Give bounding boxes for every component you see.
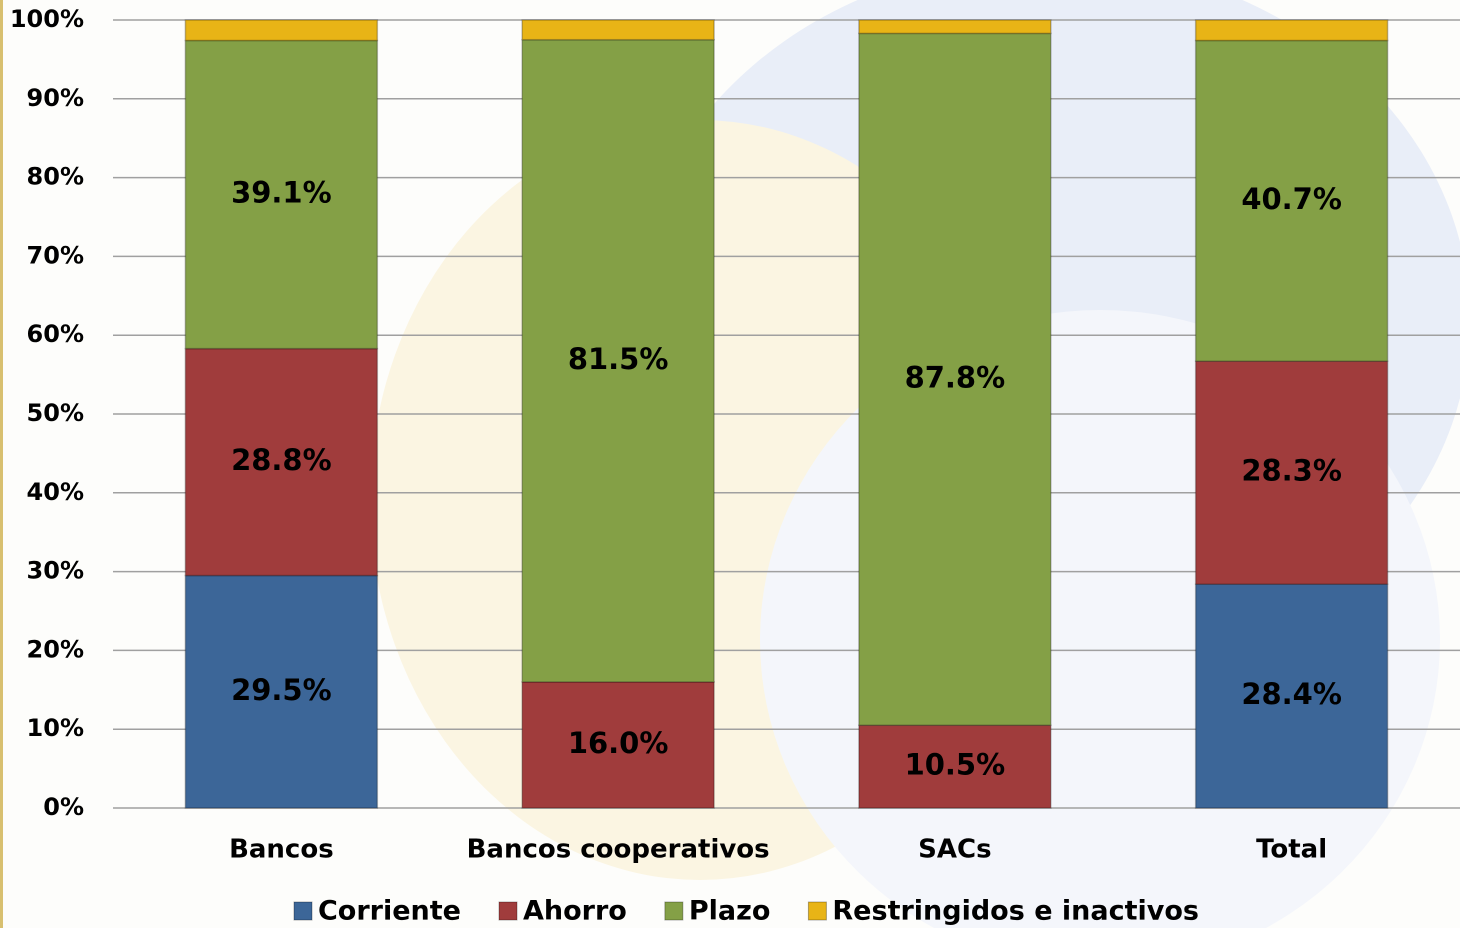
bar-segment [184, 39, 379, 350]
legend-swatch [498, 901, 518, 921]
legend-swatch [664, 901, 684, 921]
data-label: 40.7% [1241, 182, 1342, 216]
legend-swatch [807, 901, 827, 921]
legend-swatch [293, 901, 313, 921]
bar-segment [858, 32, 1052, 727]
bar-segment [521, 19, 715, 41]
data-label: 81.5% [568, 342, 669, 376]
data-label: 16.0% [568, 726, 669, 760]
data-label: 28.8% [231, 443, 332, 477]
y-tick-label: 0% [43, 793, 84, 821]
y-tick-label: 10% [27, 714, 84, 742]
data-label: 10.5% [905, 748, 1006, 782]
y-tick-label: 30% [27, 557, 84, 585]
bar-segment [521, 38, 715, 683]
x-tick-label: Bancos [229, 835, 334, 865]
legend-label: Ahorro [523, 896, 627, 927]
bar-segment [521, 681, 715, 809]
legend-label: Plazo [689, 896, 771, 927]
bar-segment [184, 19, 379, 42]
y-tick-label: 70% [27, 241, 84, 269]
bar-segment [1194, 583, 1389, 809]
x-tick-label: Total [1256, 835, 1327, 865]
y-tick-label: 80% [27, 163, 84, 191]
y-tick-label: 90% [27, 84, 84, 112]
legend-label: Restringidos e inactivos [832, 896, 1199, 927]
bar-segment [1194, 19, 1389, 42]
data-label: 39.1% [231, 176, 332, 210]
data-label: 87.8% [905, 360, 1006, 394]
x-tick-label: Bancos cooperativos [467, 835, 770, 865]
data-label: 28.3% [1241, 454, 1342, 488]
bar-segment [858, 19, 1052, 35]
bar-segment [184, 347, 379, 577]
y-tick-label: 40% [27, 478, 84, 506]
bar-segment [1194, 360, 1389, 585]
y-tick-label: 20% [27, 635, 84, 663]
bar-segment [858, 724, 1052, 809]
data-label: 29.5% [231, 673, 332, 707]
left-border [0, 0, 3, 928]
y-tick-label: 100% [10, 5, 84, 33]
x-tick-label: SACs [918, 835, 991, 865]
legend-label: Corriente [318, 896, 461, 927]
data-label: 28.4% [1241, 677, 1342, 711]
bar-segment [1194, 39, 1389, 362]
y-tick-label: 50% [27, 399, 84, 427]
y-tick-label: 60% [27, 320, 84, 348]
